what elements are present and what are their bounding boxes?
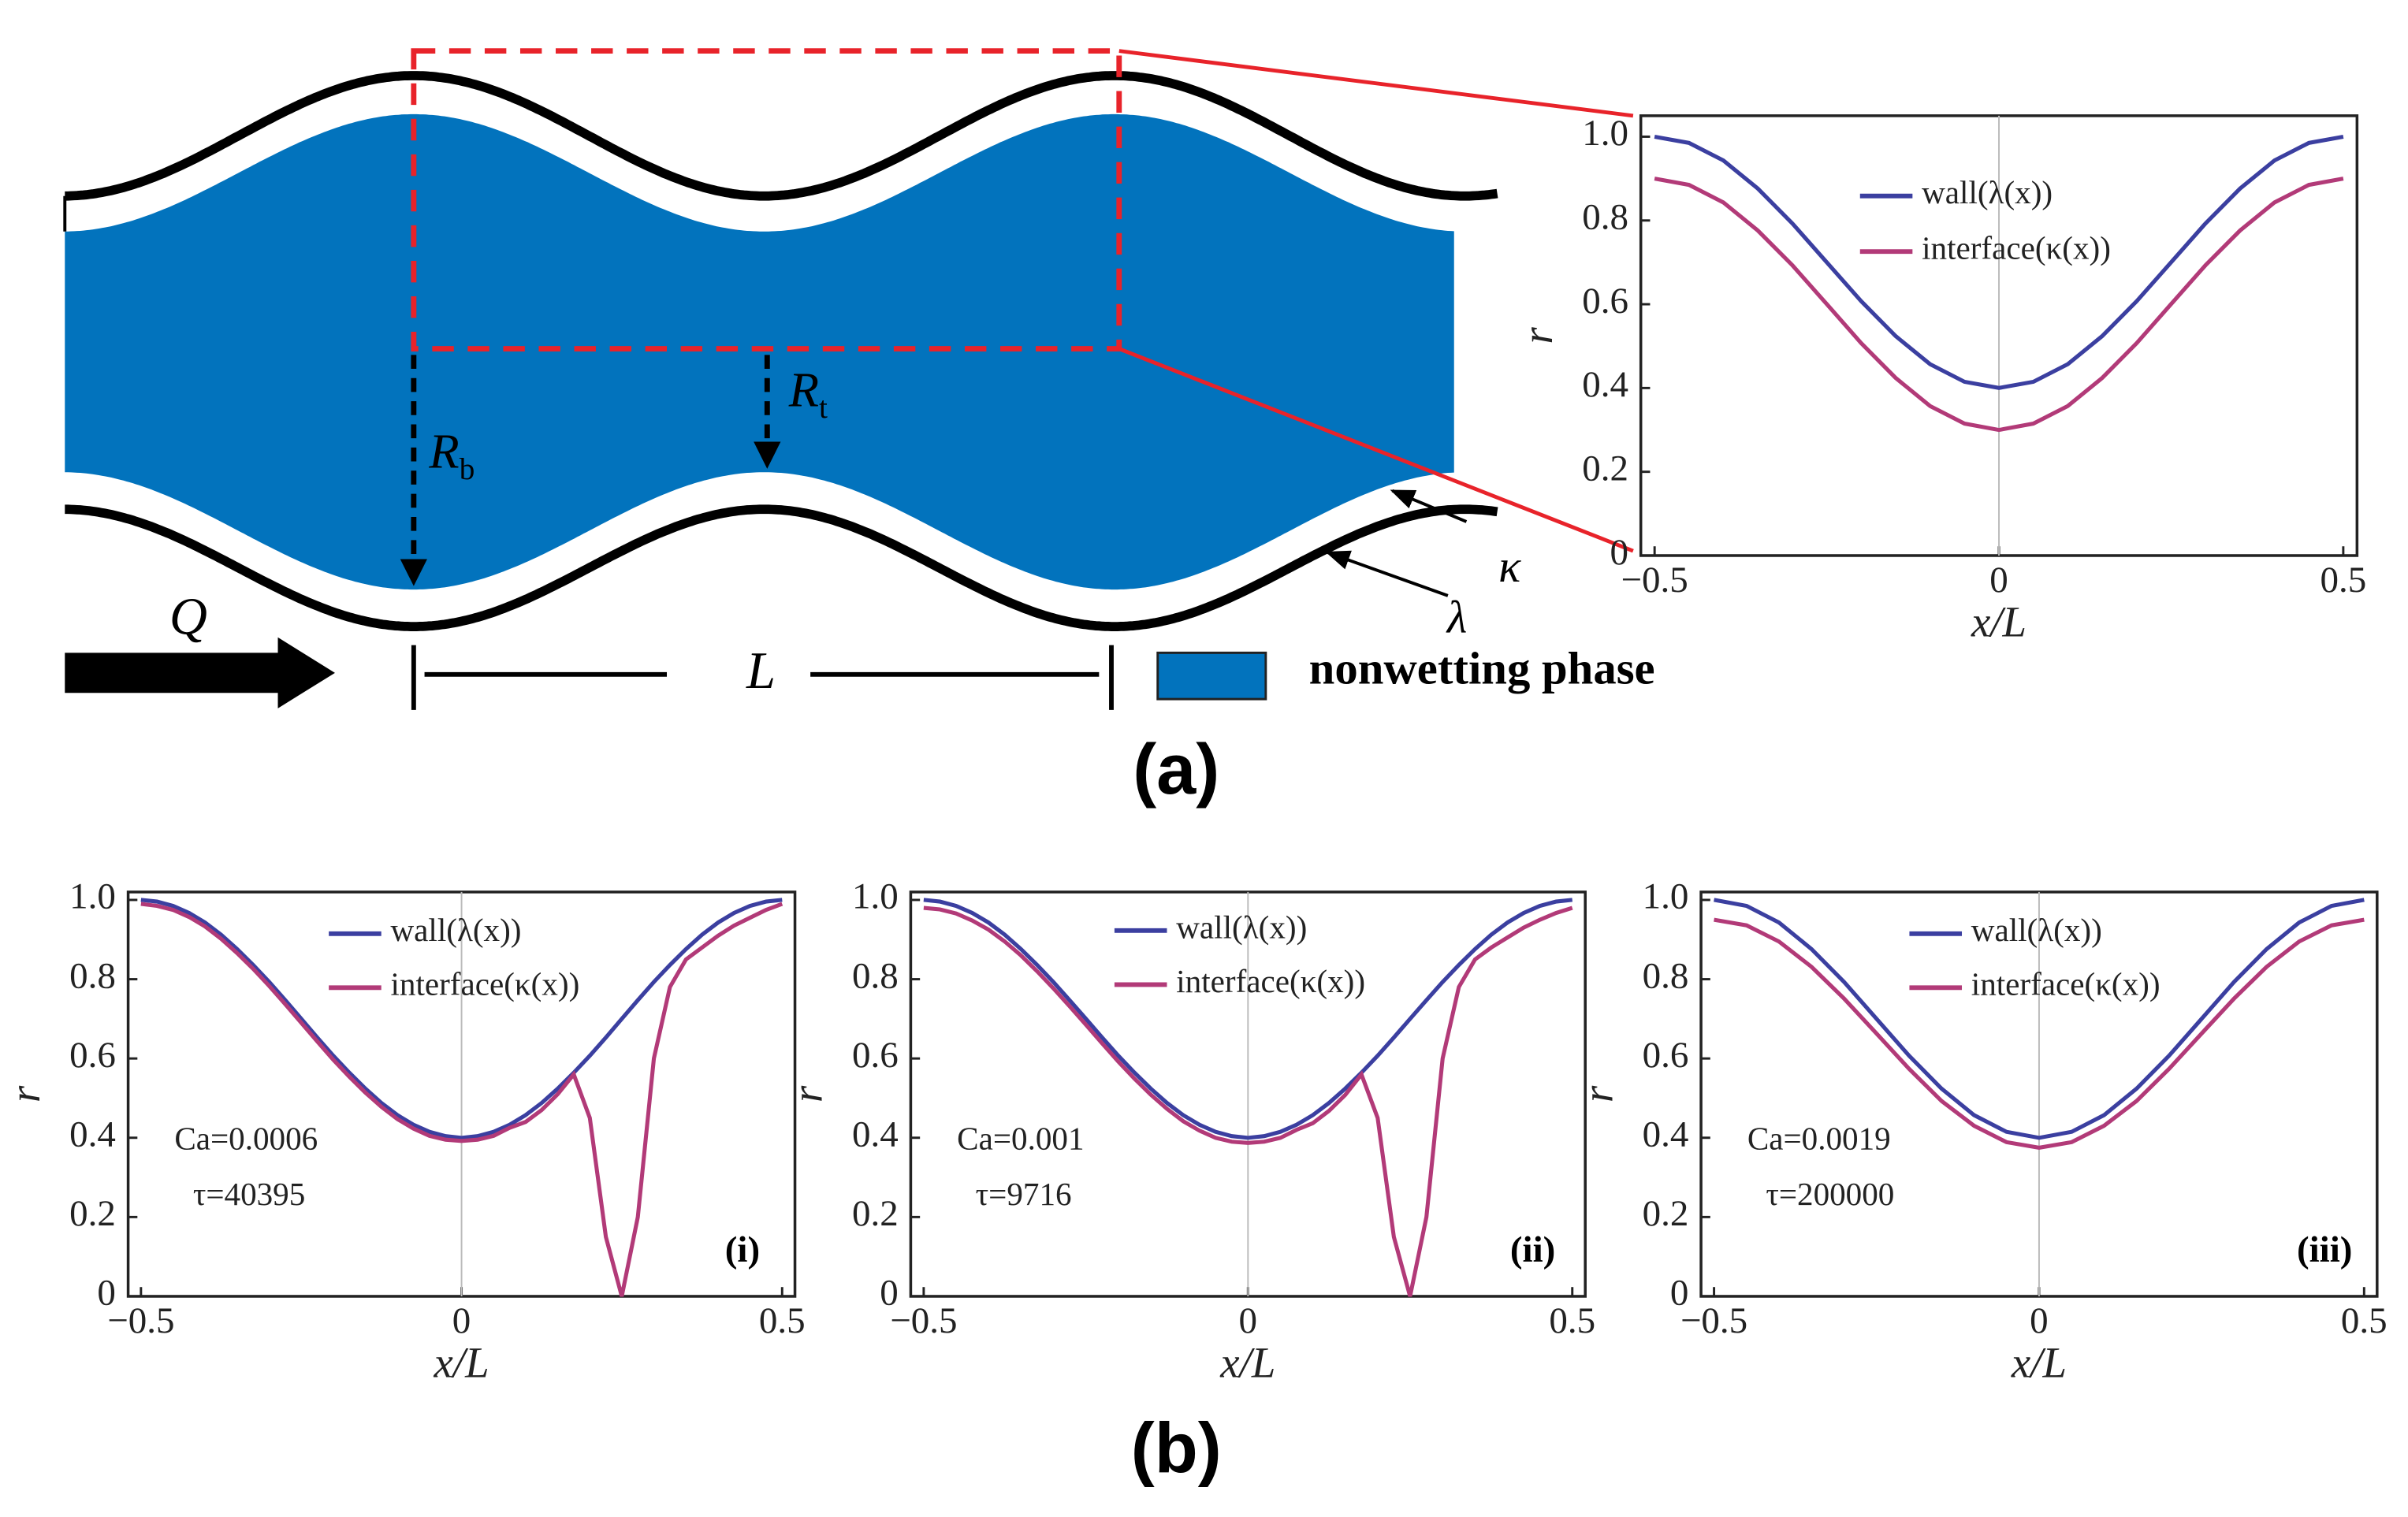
- rb-label: Rb: [428, 424, 475, 486]
- x-tick-label: −0.5: [1680, 1300, 1747, 1341]
- x-axis-label: x/L: [434, 1339, 489, 1387]
- rt-sub: t: [819, 391, 828, 425]
- x-axis-label: x/L: [1219, 1339, 1275, 1387]
- sub-panel-label: (ii): [1510, 1229, 1555, 1270]
- chart: −0.5 0 0.500.20.40.60.81.0x/Lrwall(λ(x))in…: [1573, 876, 2387, 1387]
- kappa-arrow: [1390, 489, 1468, 523]
- annotation: Ca=0.0006: [174, 1121, 318, 1157]
- x-tick-label: −0.5: [1621, 560, 1688, 600]
- rt-label: Rt: [788, 363, 828, 425]
- legend-label: interface(κ(x)): [1922, 230, 2111, 267]
- flow-label: Q: [169, 588, 207, 645]
- y-tick-label: 1.0: [852, 876, 899, 917]
- channel-diagram: Rb Rt Q L κ λ nonwetting phase (a): [63, 48, 1655, 809]
- y-tick-label: 0.2: [1643, 1193, 1689, 1234]
- period-label: L: [746, 642, 776, 700]
- zoom-line: [1118, 347, 1634, 553]
- x-axis-label: x/L: [2011, 1339, 2067, 1387]
- zoom-box: [411, 48, 1122, 352]
- y-tick-label: 0: [97, 1273, 115, 1314]
- series-line: [1714, 917, 2365, 1150]
- y-tick-label: 0.4: [852, 1114, 899, 1155]
- y-axis-label: r: [1513, 327, 1561, 344]
- annotation: Ca=0.001: [957, 1121, 1084, 1157]
- legend-label: wall(λ(x)): [1176, 909, 1307, 946]
- legend-label: interface(κ(x)): [1176, 963, 1365, 1000]
- legend-text: nonwetting phase: [1309, 642, 1655, 693]
- legend-label: wall(λ(x)): [1922, 174, 2053, 211]
- x-tick-label: 0: [1989, 560, 2008, 600]
- series-line: [140, 898, 783, 1140]
- rb-main: R: [428, 424, 459, 479]
- chart: −0.5 0 0.500.20.40.60.81.0x/Lrwall(λ(x))in…: [783, 876, 1595, 1387]
- series-line: [1654, 177, 2344, 433]
- chart: −0.5 0 0.500.20.40.60.81.0x/Lrwall(λ(x))in…: [1513, 113, 2366, 645]
- y-tick-label: 0.8: [852, 955, 899, 996]
- flow-arrow: [65, 637, 335, 708]
- panel-label: (b): [1131, 1409, 1222, 1489]
- kappa-label: κ: [1498, 541, 1521, 592]
- legend-label: interface(κ(x)): [390, 966, 579, 1003]
- y-tick-label: 0: [880, 1273, 899, 1314]
- y-tick-label: 0: [1670, 1273, 1689, 1314]
- x-tick-label: −0.5: [890, 1300, 957, 1341]
- y-tick-label: 0.8: [69, 955, 116, 996]
- x-tick-label: 0.5: [2341, 1300, 2388, 1341]
- panel-label: (a): [1133, 730, 1219, 809]
- series-line: [923, 905, 1573, 1297]
- rb-sub: b: [460, 452, 475, 486]
- y-axis-label: r: [783, 1085, 832, 1102]
- y-tick-label: 0.2: [852, 1193, 899, 1234]
- y-tick-label: 0.6: [1582, 281, 1628, 322]
- annotation: τ=200000: [1766, 1176, 1894, 1212]
- x-tick-label: 0: [1239, 1300, 1258, 1341]
- sub-panel-label: (iii): [2297, 1229, 2352, 1270]
- series-line: [1654, 134, 2344, 390]
- y-tick-label: 0.4: [69, 1114, 116, 1155]
- x-tick-label: 0: [2030, 1300, 2049, 1341]
- x-tick-label: 0.5: [759, 1300, 806, 1341]
- series-line: [923, 898, 1573, 1140]
- y-tick-label: 0.6: [852, 1035, 899, 1076]
- sub-panel-label: (i): [725, 1229, 760, 1270]
- lambda-arrow: [1325, 550, 1449, 597]
- legend-swatch: [1156, 651, 1267, 701]
- annotation: τ=9716: [976, 1176, 1072, 1212]
- y-tick-label: 0.8: [1582, 197, 1628, 238]
- bottom-wall: [65, 504, 1498, 631]
- zoom-line: [1118, 49, 1634, 118]
- y-tick-label: 0.6: [1643, 1035, 1689, 1076]
- annotation: Ca=0.0019: [1747, 1121, 1891, 1157]
- y-tick-label: 1.0: [69, 876, 116, 917]
- y-tick-label: 0: [1610, 532, 1629, 573]
- x-tick-label: 0.5: [2321, 560, 2367, 600]
- y-tick-label: 0.4: [1582, 364, 1628, 405]
- x-axis-label: x/L: [1971, 598, 2027, 646]
- y-tick-label: 0.6: [69, 1035, 116, 1076]
- series-line: [140, 902, 783, 1297]
- x-tick-label: −0.5: [107, 1300, 174, 1341]
- series-line: [1714, 898, 2365, 1140]
- annotation: τ=40395: [193, 1176, 305, 1212]
- lambda-label: λ: [1446, 592, 1467, 643]
- y-tick-label: 0.4: [1643, 1114, 1689, 1155]
- y-tick-label: 0.2: [1582, 448, 1628, 489]
- y-tick-label: 0.2: [69, 1193, 116, 1234]
- y-tick-label: 0.8: [1643, 955, 1689, 996]
- x-tick-label: 0.5: [1549, 1300, 1595, 1341]
- y-tick-label: 1.0: [1582, 113, 1628, 154]
- legend-label: wall(λ(x)): [1971, 912, 2102, 949]
- y-tick-label: 1.0: [1643, 876, 1689, 917]
- x-tick-label: 0: [452, 1300, 471, 1341]
- legend-label: wall(λ(x)): [390, 912, 521, 949]
- y-axis-label: r: [1573, 1085, 1621, 1102]
- legend-label: interface(κ(x)): [1971, 966, 2161, 1003]
- top-wall: [65, 71, 1498, 201]
- y-axis-label: r: [1, 1085, 49, 1102]
- chart: −0.5 0 0.500.20.40.60.81.0x/Lrwall(λ(x))in…: [1, 876, 806, 1387]
- nonwetting-region: [65, 113, 1454, 590]
- rt-main: R: [788, 363, 819, 418]
